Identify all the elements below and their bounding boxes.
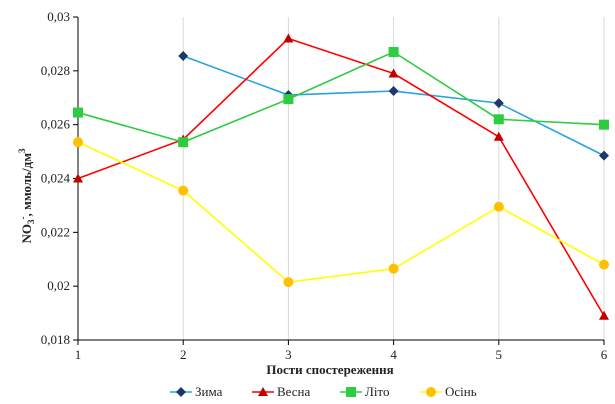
data-point — [258, 387, 268, 396]
data-point — [73, 107, 83, 118]
data-point — [178, 51, 189, 62]
x-tick-label: 6 — [601, 347, 608, 362]
series-group — [73, 33, 609, 320]
y-tick-label: 0,03 — [47, 9, 70, 24]
data-point — [599, 119, 609, 130]
data-point — [176, 387, 186, 397]
series-Літо — [73, 46, 609, 148]
data-point — [73, 173, 83, 183]
y-tick-label: 0,028 — [41, 63, 70, 78]
data-point — [493, 201, 504, 212]
data-point — [426, 387, 436, 397]
legend-label: Зима — [195, 384, 223, 399]
y-tick-label: 0,024 — [41, 171, 71, 186]
x-tick-label: 5 — [496, 347, 503, 362]
x-axis-title: Пости спостереження — [266, 362, 393, 377]
legend: Зима Весна Літо Осінь — [170, 384, 477, 399]
x-tick-label: 1 — [75, 347, 82, 362]
data-point — [493, 114, 504, 125]
series-Осінь — [73, 137, 609, 288]
data-point — [388, 263, 399, 274]
series-line — [77, 141, 605, 283]
data-point — [178, 185, 189, 196]
data-point — [73, 137, 83, 148]
data-point — [283, 33, 294, 43]
data-point — [493, 131, 504, 141]
legend-item: Зима — [170, 384, 223, 399]
y-tick-label: 0,022 — [41, 224, 70, 239]
data-point — [283, 94, 294, 105]
y-tick-label: 0,018 — [41, 332, 70, 347]
legend-label: Весна — [277, 384, 310, 399]
legend-label: Осінь — [445, 384, 477, 399]
data-point — [346, 387, 356, 397]
data-point — [388, 46, 399, 57]
legend-item: Весна — [252, 384, 310, 399]
legend-label: Літо — [365, 384, 389, 399]
legend-item: Осінь — [420, 384, 477, 399]
legend-item: Літо — [340, 384, 389, 399]
x-tick-label: 4 — [390, 347, 397, 362]
y-tick-label: 0,026 — [41, 117, 71, 132]
x-tick-labels: 1 2 3 4 5 6 — [75, 347, 608, 362]
x-tick-label: 2 — [180, 347, 187, 362]
y-axis-title: NO3-, ммоль/дм3 — [17, 148, 36, 244]
data-point — [599, 310, 609, 320]
data-point — [493, 98, 504, 109]
data-point — [388, 86, 399, 97]
data-point — [388, 68, 399, 78]
data-point — [599, 150, 609, 161]
y-tick-labels: 0,018 0,02 0,022 0,024 0,026 0,028 0,03 — [41, 9, 71, 347]
data-point — [178, 137, 189, 148]
series-line — [77, 37, 605, 317]
data-point — [599, 259, 609, 270]
series-line — [77, 51, 605, 144]
x-tick-label: 3 — [285, 347, 292, 362]
y-tick-label: 0,02 — [47, 278, 70, 293]
data-point — [283, 277, 294, 288]
